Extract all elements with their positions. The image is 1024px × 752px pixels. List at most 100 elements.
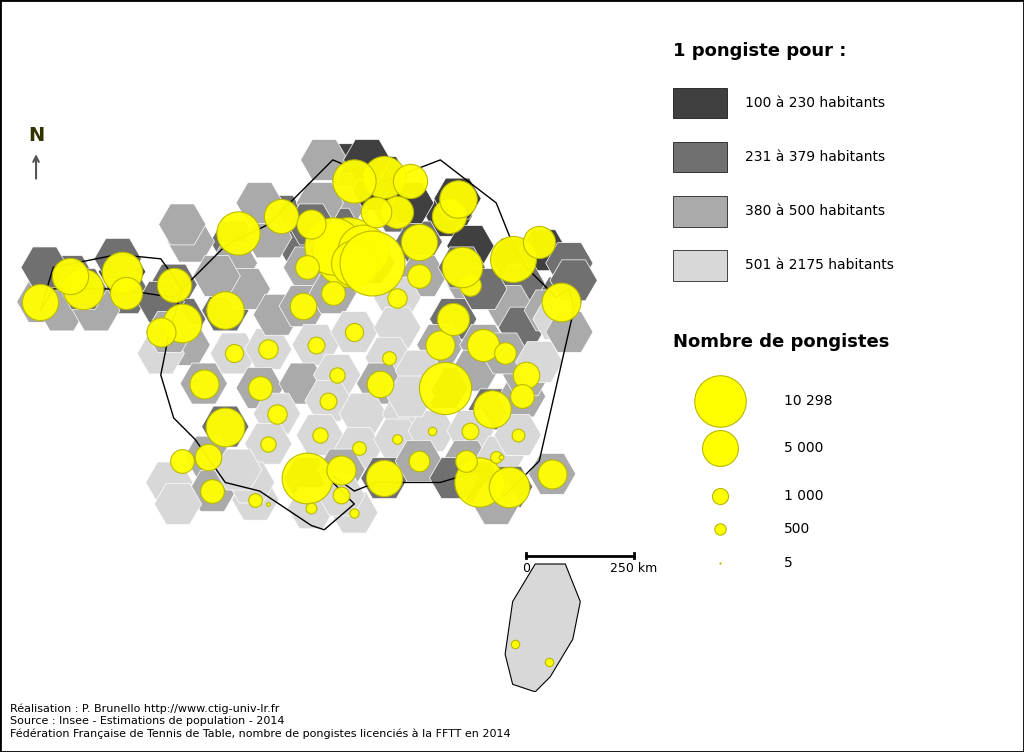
Point [368, 205, 384, 217]
Point [514, 390, 530, 402]
Point [411, 235, 427, 247]
Point [333, 463, 349, 475]
Polygon shape [16, 281, 63, 323]
Text: 501 à 2175 habitants: 501 à 2175 habitants [745, 259, 894, 272]
Polygon shape [348, 243, 395, 284]
Text: 5: 5 [784, 556, 794, 570]
Point [712, 395, 728, 407]
Point [712, 557, 728, 569]
Text: Nombre de pongistes: Nombre de pongistes [674, 333, 890, 351]
Polygon shape [446, 226, 495, 266]
Polygon shape [331, 243, 378, 284]
Polygon shape [524, 290, 571, 331]
Polygon shape [481, 333, 528, 374]
Point [493, 450, 509, 462]
Polygon shape [499, 307, 546, 348]
Point [333, 490, 349, 502]
Polygon shape [335, 428, 382, 468]
Polygon shape [150, 264, 198, 305]
Polygon shape [477, 436, 524, 478]
Polygon shape [145, 311, 193, 353]
Polygon shape [356, 363, 403, 404]
Polygon shape [352, 169, 399, 211]
Point [483, 403, 500, 415]
Polygon shape [137, 281, 184, 323]
Point [260, 498, 276, 510]
Point [454, 262, 470, 274]
Point [389, 205, 406, 217]
Point [445, 313, 462, 325]
Point [462, 425, 478, 437]
Point [321, 395, 337, 407]
Polygon shape [331, 492, 378, 533]
Point [346, 326, 362, 338]
Polygon shape [167, 221, 215, 262]
Point [381, 352, 397, 364]
Polygon shape [279, 286, 327, 326]
Point [247, 493, 263, 505]
Polygon shape [317, 186, 365, 228]
Point [204, 485, 220, 497]
Point [225, 347, 242, 359]
Polygon shape [532, 299, 580, 339]
Polygon shape [236, 183, 284, 223]
Polygon shape [516, 341, 563, 383]
Polygon shape [59, 268, 106, 309]
Polygon shape [503, 354, 550, 396]
Polygon shape [473, 484, 520, 524]
Point [475, 339, 492, 351]
Polygon shape [442, 441, 489, 481]
Point [303, 218, 319, 230]
Polygon shape [434, 178, 481, 219]
Text: 0: 0 [522, 562, 530, 575]
Text: Réalisation : P. Brunello http://www.ctig-univ-lr.fr: Réalisation : P. Brunello http://www.cti… [10, 703, 280, 714]
Polygon shape [279, 363, 327, 404]
Polygon shape [331, 174, 378, 215]
Point [542, 656, 558, 668]
Polygon shape [258, 196, 305, 236]
Polygon shape [245, 329, 292, 370]
Polygon shape [438, 247, 485, 288]
Bar [674, 142, 727, 172]
Text: 10 298: 10 298 [784, 394, 833, 408]
Polygon shape [430, 299, 477, 339]
Polygon shape [395, 221, 442, 262]
Polygon shape [231, 479, 279, 520]
Point [303, 502, 319, 514]
Point [471, 477, 487, 489]
Polygon shape [382, 393, 430, 434]
Text: 100 à 230 habitants: 100 à 230 habitants [745, 96, 885, 110]
Polygon shape [495, 414, 542, 456]
Point [450, 193, 466, 205]
Point [432, 339, 449, 351]
Polygon shape [528, 453, 575, 494]
Point [510, 429, 526, 441]
Point [518, 369, 535, 381]
Polygon shape [245, 217, 292, 258]
Point [497, 347, 513, 359]
Polygon shape [520, 229, 567, 271]
Polygon shape [38, 290, 85, 331]
Point [372, 378, 388, 390]
Polygon shape [446, 411, 495, 451]
Polygon shape [425, 196, 473, 236]
Polygon shape [499, 264, 546, 305]
Polygon shape [202, 406, 249, 447]
Polygon shape [537, 277, 585, 318]
Polygon shape [137, 333, 184, 374]
Point [411, 270, 427, 282]
Point [507, 638, 523, 650]
Polygon shape [210, 333, 258, 374]
Polygon shape [456, 462, 503, 503]
Polygon shape [451, 350, 499, 391]
Point [299, 262, 315, 274]
Polygon shape [317, 449, 365, 490]
Point [260, 343, 276, 355]
Point [252, 382, 268, 394]
Polygon shape [403, 368, 451, 408]
Point [553, 296, 569, 308]
Point [273, 210, 290, 222]
Text: 250 km: 250 km [610, 562, 657, 575]
Polygon shape [210, 243, 258, 284]
Point [411, 455, 427, 467]
